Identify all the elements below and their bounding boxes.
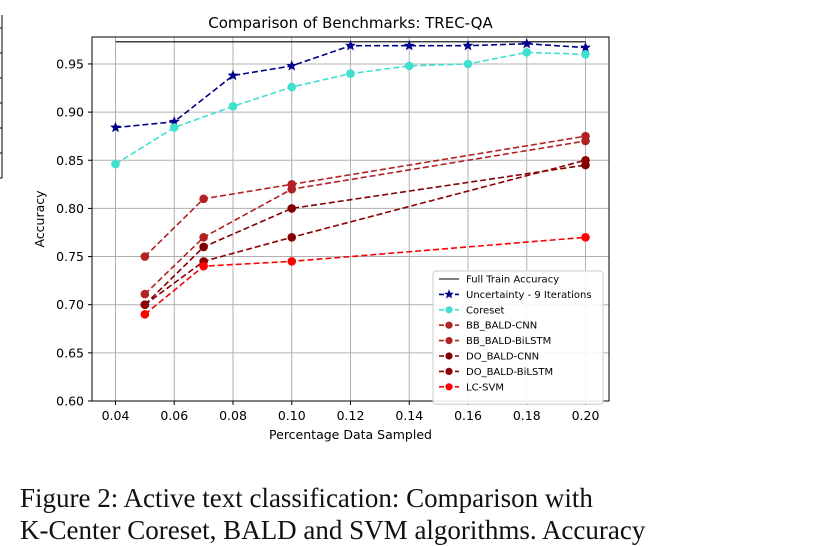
series-lc-svm	[140, 232, 590, 319]
circle-marker	[199, 261, 208, 271]
y-tick-label: 0.75	[56, 249, 84, 264]
x-axis-label: Percentage Data Sampled	[269, 427, 432, 442]
x-tick-label: 0.20	[572, 408, 600, 423]
x-tick-label: 0.10	[278, 408, 306, 423]
legend-label: LC-SVM	[466, 382, 504, 393]
star-marker	[286, 60, 298, 71]
legend-label: BB_BALD-CNN	[466, 321, 537, 332]
circle-marker	[287, 82, 297, 92]
series-line	[144, 135, 586, 258]
y-tick-label: 0.70	[56, 297, 84, 312]
x-tick-label: 0.18	[513, 408, 541, 423]
series-lines	[109, 37, 592, 319]
legend-label: DO_BALD-BiLSTM	[466, 367, 553, 378]
cropped-neighbor-figure-edge	[0, 15, 3, 179]
circle-marker	[581, 136, 590, 146]
y-tick-label: 0.80	[56, 201, 84, 216]
circle-marker	[463, 59, 473, 69]
circle-marker	[445, 321, 453, 329]
series-bb-bald-cnn	[140, 131, 590, 261]
circle-marker	[287, 204, 297, 213]
circle-marker	[199, 242, 208, 252]
circle-marker	[199, 194, 208, 204]
legend-item-full-train-accuracy: Full Train Accuracy	[439, 275, 559, 286]
y-tick-label: 0.60	[56, 394, 84, 409]
circle-marker	[287, 257, 297, 266]
circle-marker	[199, 232, 208, 242]
circle-marker	[287, 232, 297, 242]
axis-ticks: 0.04 0.06 0.08 0.10 0.12 0.14 0.16 0.18 0.20 0.60…	[56, 56, 599, 423]
legend-item-coreset: Coreset	[439, 305, 505, 316]
circle-marker	[445, 383, 453, 391]
y-axis-label: Accuracy	[32, 190, 47, 248]
y-tick-label: 0.65	[56, 345, 84, 360]
star-marker	[168, 115, 180, 127]
circle-marker	[140, 252, 150, 261]
circle-marker	[445, 337, 453, 345]
star-marker	[579, 41, 592, 53]
circle-marker	[346, 69, 355, 78]
star-marker	[227, 69, 239, 81]
circle-marker	[140, 289, 150, 299]
legend-label: Coreset	[466, 305, 505, 316]
x-tick-label: 0.08	[219, 408, 247, 423]
legend-label: Full Train Accuracy	[466, 275, 559, 286]
chart-title: Comparison of Benchmarks: TREC-QA	[208, 14, 493, 32]
circle-marker	[287, 184, 297, 194]
circle-marker	[581, 50, 590, 59]
circle-marker	[140, 300, 150, 310]
series-coreset	[111, 48, 590, 169]
series-line	[144, 140, 586, 295]
star-marker	[444, 289, 454, 299]
legend: Full Train Accuracy Uncertainty - 9 Itera…	[432, 270, 604, 405]
x-tick-label: 0.06	[160, 408, 188, 423]
legend-item-do-bald-cnn: DO_BALD-CNN	[439, 352, 539, 363]
circle-marker	[581, 232, 590, 242]
x-tick-label: 0.04	[102, 408, 130, 423]
circle-marker	[522, 48, 532, 57]
legend-label: Uncertainty - 9 Iterations	[466, 290, 592, 301]
figure-caption: Figure 2: Active text classification: Co…	[20, 482, 810, 546]
x-tick-label: 0.16	[454, 408, 482, 423]
star-marker	[462, 39, 474, 51]
circle-marker	[140, 310, 150, 319]
star-marker	[109, 121, 122, 133]
circle-marker	[169, 123, 179, 132]
series-line	[144, 236, 586, 315]
legend-item-do-bald-bilstm: DO_BALD-BiLSTM	[439, 367, 553, 378]
star-marker	[521, 37, 533, 49]
circle-marker	[228, 102, 238, 111]
legend-label: BB_BALD-BiLSTM	[466, 336, 551, 347]
star-marker	[403, 39, 415, 51]
circle-marker	[445, 352, 453, 360]
series-uncertainty-9-iterations	[109, 37, 592, 133]
legend-item-bb-bald-cnn: BB_BALD-CNN	[439, 321, 537, 332]
legend-label: DO_BALD-CNN	[466, 352, 539, 363]
star-marker	[344, 39, 357, 51]
y-tick-label: 0.85	[56, 153, 84, 168]
legend-item-uncertainty-9-iterations: Uncertainty - 9 Iterations	[439, 289, 592, 301]
caption-line-2: K-Center Coreset, BALD and SVM algorithm…	[20, 515, 646, 545]
y-tick-label: 0.95	[56, 56, 84, 71]
x-tick-label: 0.14	[395, 408, 423, 423]
circle-marker	[404, 61, 414, 71]
circle-marker	[111, 159, 120, 169]
y-tick-label: 0.90	[56, 105, 84, 120]
series-line	[144, 159, 586, 306]
caption-line-1: Figure 2: Active text classification: Co…	[20, 483, 593, 513]
legend-item-lc-svm: LC-SVM	[439, 382, 504, 393]
legend-item-bb-bald-bilstm: BB_BALD-BiLSTM	[439, 336, 551, 347]
x-tick-label: 0.12	[337, 408, 365, 423]
circle-marker	[445, 306, 453, 314]
circle-marker	[445, 367, 453, 375]
series-line	[144, 164, 586, 306]
legend-box	[432, 270, 604, 405]
circle-marker	[581, 155, 590, 165]
chart-figure: 0.04 0.06 0.08 0.10 0.12 0.14 0.16 0.18 0.20 0.60…	[0, 14, 610, 442]
series-bb-bald-bilstm	[140, 136, 590, 299]
